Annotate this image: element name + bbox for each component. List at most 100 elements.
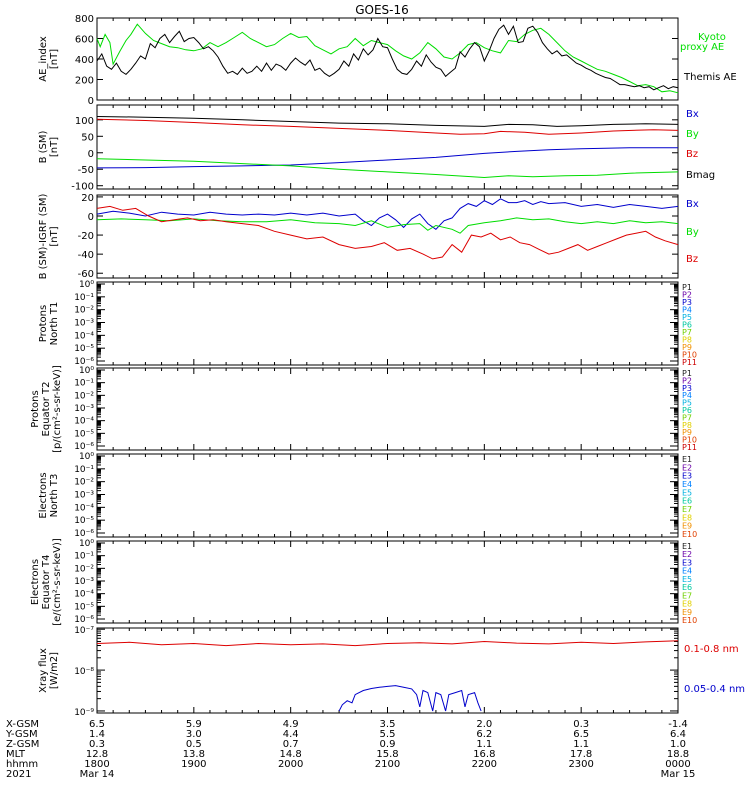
panel-bsm: B (SM) [nT] -100 -50 0 50 100 Bx By Bz Bmag — [38, 104, 715, 193]
channel-legend-p8: P8 — [682, 336, 692, 345]
legend-bmag: Bmag — [686, 170, 715, 181]
y-tick-label: 100 — [75, 116, 94, 127]
series-line-kyoto-proxy-ae — [96, 23, 679, 94]
legend-short-channel: 0.05-0.4 nm — [684, 684, 745, 695]
legend-bz: Bz — [686, 254, 698, 265]
channel-legend-p10: P10 — [682, 351, 697, 360]
y-tick-label: 10⁻⁷ — [74, 626, 94, 636]
ephemeris-value: 5.5 — [380, 729, 396, 740]
channel-legend-p3: P3 — [682, 384, 692, 393]
y-tick-label: 10⁻¹ — [74, 379, 94, 389]
ephemeris-value: 2.0 — [476, 719, 492, 730]
ephemeris-value: 17.8 — [570, 749, 592, 760]
y-tick-label: 10⁰ — [79, 280, 94, 290]
ephemeris-value: 3.0 — [186, 729, 202, 740]
panel-frame — [96, 540, 679, 624]
channel-legend-e10: E10 — [682, 616, 697, 625]
y-tick-label: -20 — [78, 231, 94, 242]
series-line-long-channel — [96, 640, 679, 647]
y-tick-label: 10⁰ — [79, 539, 94, 549]
ephemeris-value: 14.8 — [280, 749, 302, 760]
ephemeris-row-label: 2021 — [6, 769, 31, 780]
y-axis-label: Protons — [38, 305, 49, 342]
y-tick-label: 0 — [88, 149, 94, 160]
legend-proxy-ae: proxy AE — [680, 42, 724, 53]
channel-legend-e9: E9 — [682, 522, 692, 531]
y-tick-label: 400 — [75, 55, 94, 66]
panel-frame — [96, 194, 679, 279]
channel-legend-p5: P5 — [682, 399, 692, 408]
panel-bigrf: B (SM)-IGRF (SM) [nT] -60 -40 -20 0 20 Bx By Bz — [38, 193, 699, 280]
y-tick-label: 10⁻³ — [74, 319, 94, 329]
y-tick-label: 10⁻⁶ — [74, 615, 94, 625]
ephemeris-value: 2300 — [568, 759, 593, 770]
ephemeris-value: 4.9 — [283, 719, 299, 730]
channel-legend-p1: P1 — [682, 369, 692, 378]
channel-legend-e6: E6 — [682, 583, 692, 592]
panel-frame — [96, 627, 679, 714]
ephemeris-row-label: X-GSM — [6, 719, 39, 730]
ephemeris-row-label: Y-GSM — [5, 729, 38, 740]
ephemeris-value: 1900 — [181, 759, 206, 770]
legend-bx: Bx — [686, 109, 699, 120]
channel-legend-e7: E7 — [682, 505, 692, 514]
series-line-bx — [96, 198, 679, 230]
ephemeris-value: 2000 — [278, 759, 303, 770]
ephemeris-value: 0.5 — [186, 739, 202, 750]
ephemeris-value: 15.8 — [376, 749, 398, 760]
y-axis-label: Xray flux — [38, 648, 49, 693]
panel-p2: Protons Equator T2 [p/(cm²-s-sr-keV)] 10⁰ 10… — [30, 365, 697, 453]
channel-legend-p11: P11 — [682, 443, 697, 452]
legend-long-channel: 0.1-0.8 nm — [684, 644, 739, 655]
y-tick-label: 10⁻⁵ — [74, 516, 94, 526]
y-axis-label: Equator T4 — [41, 555, 52, 610]
legend-by: By — [686, 129, 699, 140]
y-axis-label: North T3 — [49, 474, 60, 518]
channel-legend-p2: P2 — [682, 376, 692, 385]
series-line-by — [96, 158, 679, 179]
ephemeris-value: 1800 — [84, 759, 109, 770]
y-axis-label: AE_index — [38, 36, 49, 82]
y-tick-label: 10⁻² — [74, 391, 94, 401]
y-axis-label: B (SM) — [38, 130, 49, 163]
chart-title: GOES-16 — [355, 3, 409, 17]
channel-legend-p9: P9 — [682, 428, 692, 437]
panel-e1: Electrons North T3 10⁰ 10⁻¹ 10⁻² 10⁻³ 10⁻⁴ 10⁻⁵… — [38, 452, 697, 539]
legend-by: By — [686, 227, 699, 238]
y-axis-label: [nT] — [49, 137, 60, 157]
channel-legend-e3: E3 — [682, 472, 692, 481]
legend-themis-ae: Themis AE — [683, 72, 737, 83]
ephemeris-value: 0.7 — [283, 739, 299, 750]
ephemeris-value: 6.4 — [670, 729, 686, 740]
series-line-bz — [96, 118, 679, 135]
series-line-by — [96, 217, 679, 234]
ephemeris-value: 4.4 — [283, 729, 299, 740]
panel-frame — [96, 281, 679, 366]
channel-legend-p9: P9 — [682, 343, 692, 352]
ephemeris-value: 6.5 — [89, 719, 105, 730]
y-tick-label: 10⁻³ — [74, 577, 94, 587]
y-tick-label: 10⁻⁴ — [74, 590, 94, 600]
series-line-bz — [96, 205, 679, 260]
ephemeris-value: 6.2 — [476, 729, 492, 740]
channel-legend-e7: E7 — [682, 591, 692, 600]
y-axis-label: [p/(cm²-s-sr-keV)] — [52, 365, 63, 453]
y-tick-label: 0 — [88, 96, 94, 107]
ephemeris-value: Mar 14 — [80, 769, 115, 780]
channel-legend-e4: E4 — [682, 480, 692, 489]
y-tick-label: 10⁻⁶ — [74, 442, 94, 452]
y-axis-label: [nT] — [49, 49, 60, 69]
panel-e2: Electrons Equator T4 [e/(cm²-s-sr-keV)] 10⁰… — [30, 538, 697, 626]
channel-legend-e9: E9 — [682, 608, 692, 617]
ephemeris-value: 0.3 — [89, 739, 105, 750]
y-tick-label: 10⁻⁶ — [74, 529, 94, 539]
channel-legend-p5: P5 — [682, 313, 692, 322]
ephemeris-value: -1.4 — [668, 719, 688, 730]
y-tick-label: 10⁰ — [79, 452, 94, 462]
channel-legend-p6: P6 — [682, 406, 692, 415]
ephemeris-value: 0.9 — [380, 739, 396, 750]
y-tick-label: 10⁻⁴ — [74, 331, 94, 341]
y-tick-label: 10⁻³ — [74, 404, 94, 414]
channel-legend-p4: P4 — [682, 391, 692, 400]
